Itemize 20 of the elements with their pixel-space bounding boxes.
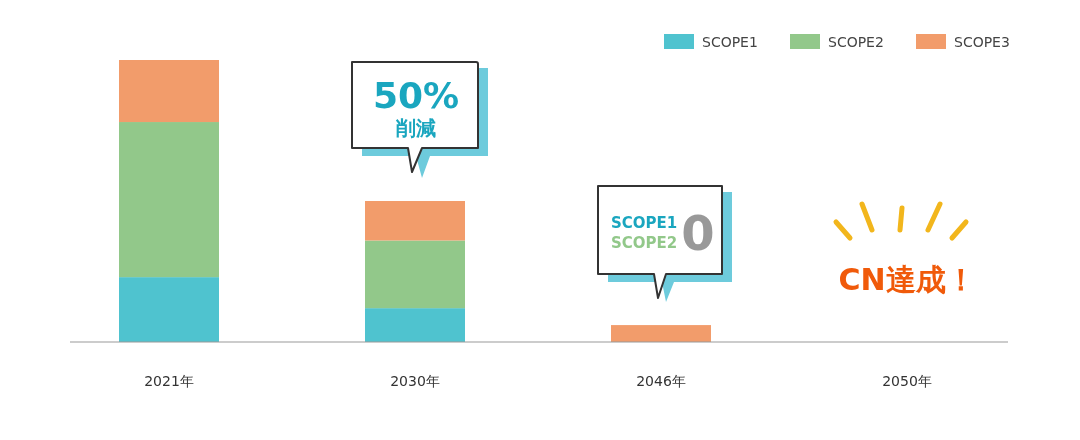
legend-label: SCOPE1 — [702, 34, 758, 50]
bar — [365, 201, 465, 241]
x-tick-label: 2030年 — [390, 373, 440, 389]
annotation: 0 — [681, 205, 715, 261]
annotation: CN達成！ — [838, 262, 976, 297]
legend-label: SCOPE2 — [828, 34, 884, 50]
bar — [365, 308, 465, 342]
annotation: 50% — [372, 75, 460, 116]
bar — [119, 60, 219, 123]
annotation: SCOPE1 — [611, 214, 678, 232]
annotation: SCOPE2 — [611, 234, 678, 252]
x-tick-label: 2046年 — [636, 373, 686, 389]
bar — [365, 240, 465, 309]
legend-label: SCOPE3 — [954, 34, 1010, 50]
bar — [119, 277, 219, 342]
x-tick-label: 2050年 — [882, 373, 932, 389]
x-tick-label: 2021年 — [144, 373, 194, 389]
bar — [119, 122, 219, 278]
bar — [611, 325, 711, 342]
annotation: 削減 — [395, 116, 436, 140]
